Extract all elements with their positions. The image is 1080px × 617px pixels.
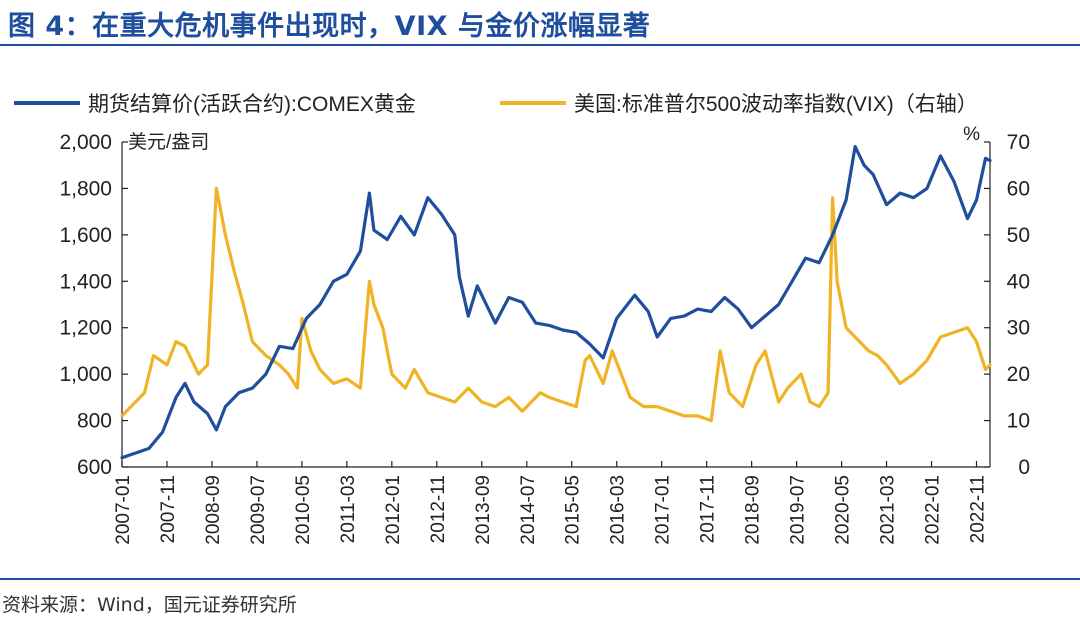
legend-label: 期货结算价(活跃合约):COMEX黄金 [88,93,416,116]
y-right-tick-label: 10 [1007,410,1030,433]
y-left-tick-label: 1,400 [59,270,112,293]
y-right-tick-label: 50 [1007,224,1030,247]
legend-label: 美国:标准普尔500波动率指数(VIX)（右轴） [574,93,978,116]
axes: 600 800 1,000 1,200 1,400 1,600 1,800 2,000 0 10 2… [59,124,1030,545]
x-tick-label: 2018-09 [743,475,764,545]
legend: 期货结算价(活跃合约):COMEX黄金 美国:标准普尔500波动率指数(VIX)（… [14,93,978,116]
x-tick-label: 2011-03 [338,475,359,543]
x-tick-label: 2017-11 [698,475,719,543]
title-rule [0,44,1080,46]
source-note: 资料来源：Wind，国元证券研究所 [2,594,297,616]
y-right-tick-label: 30 [1007,317,1030,340]
y-right-unit-label: % [963,124,980,145]
x-tick-label: 2020-05 [833,475,854,545]
source-rule [0,578,1080,580]
series-line-vix [120,186,992,423]
x-tick-label: 2007-11 [158,475,179,543]
series-layer [120,145,992,460]
y-left-tick-label: 2,000 [59,131,112,154]
x-tick-label: 2022-01 [923,475,944,545]
y-right-tick-label: 20 [1007,363,1030,386]
x-tick-label: 2010-05 [293,475,314,545]
series-line-gold [120,145,992,460]
x-tick-label: 2021-03 [878,475,899,545]
x-tick-label: 2022-11 [968,475,989,543]
y-right-tick-label: 60 [1007,177,1030,200]
y-left-tick-label: 1,200 [59,317,112,340]
x-tick-label: 2014-07 [518,475,539,545]
x-tick-label: 2012-11 [428,475,449,543]
y-left-tick-label: 1,600 [59,224,112,247]
x-tick-label: 2009-07 [248,475,269,545]
y-left-tick-label: 1,800 [59,177,112,200]
y-left-tick-label: 600 [77,456,112,479]
x-tick-label: 2008-09 [203,475,224,545]
y-left-tick-label: 800 [77,410,112,433]
y-right-tick-label: 40 [1007,270,1030,293]
x-tick-label: 2017-01 [653,475,674,545]
x-tick-label: 2013-09 [473,475,494,545]
x-tick-label: 2007-01 [113,475,134,545]
figure-title: 图 4：在重大危机事件出现时，VIX 与金价涨幅显著 [8,11,651,42]
x-tick-label: 2019-07 [788,475,809,545]
x-tick-label: 2012-01 [383,475,404,545]
y-left-unit-label: 美元/盎司 [128,131,209,153]
y-left-tick-label: 1,000 [59,363,112,386]
y-right-tick-label: 70 [1007,131,1030,154]
x-tick-label: 2016-03 [608,475,629,545]
y-right-tick-label: 0 [1018,456,1030,479]
x-tick-label: 2015-05 [563,475,584,545]
